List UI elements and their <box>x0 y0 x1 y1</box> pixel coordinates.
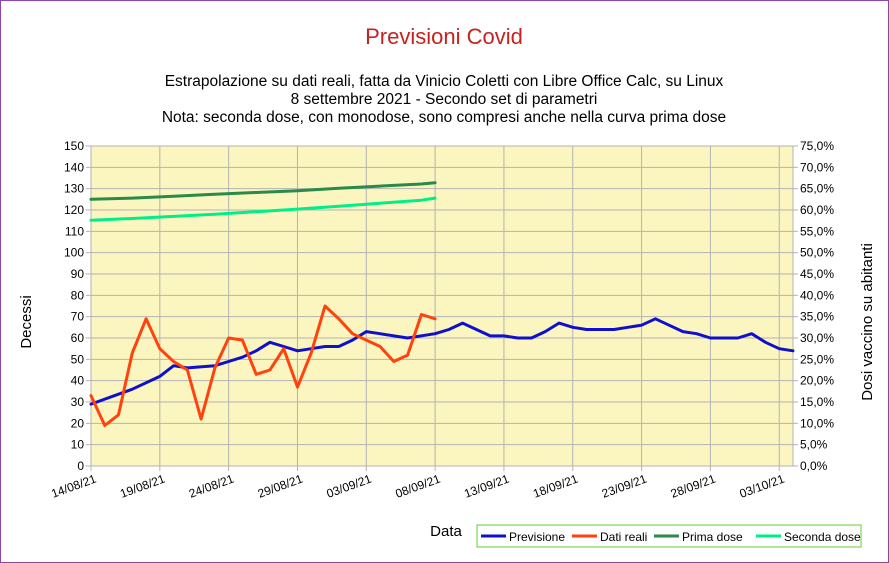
series-line-seconda-dose <box>89 196 437 222</box>
y2-tick-label: 45,0% <box>800 267 834 281</box>
y-tick-label: 20 <box>71 416 85 430</box>
series-line-dati-reali <box>89 304 437 427</box>
legend-label: Dati reali <box>600 530 647 544</box>
x-tick-label: 03/10/21 <box>738 472 787 501</box>
y2-tick-label: 75,0% <box>800 139 834 153</box>
y2-tick-label: 55,0% <box>800 224 834 238</box>
x-tick-label: 19/08/21 <box>118 472 167 501</box>
chart-subtitle-line-3: Nota: seconda dose, con monodose, sono c… <box>162 109 726 126</box>
y2-tick-label: 5,0% <box>800 438 828 452</box>
right-axis-ticks: 0,0% 5,0% 10,0% 15,0% 20,0% 25,0% 30,0% 35,0% 40… <box>793 139 834 473</box>
x-tick-label: 24/08/21 <box>187 472 236 501</box>
y-tick-label: 60 <box>71 331 85 345</box>
y2-tick-label: 25,0% <box>800 352 834 366</box>
x-axis-label: Data <box>430 523 462 540</box>
y2-tick-label: 65,0% <box>800 182 834 196</box>
y2-tick-label: 50,0% <box>800 246 834 260</box>
x-tick-label: 18/09/21 <box>531 472 580 501</box>
chart-subtitle-line-1: Estrapolazione su dati reali, fatta da V… <box>165 73 724 90</box>
x-tick-label: 14/08/21 <box>49 472 98 501</box>
y-tick-label: 50 <box>71 352 85 366</box>
y-tick-label: 150 <box>64 139 84 153</box>
y-tick-label: 100 <box>64 246 84 260</box>
y-tick-label: 110 <box>65 224 84 238</box>
horizontal-gridlines <box>91 145 793 467</box>
chart-subtitle-line-2: 8 settembre 2021 - Secondo set di parame… <box>291 91 598 108</box>
legend-label: Prima dose <box>682 530 743 544</box>
y2-tick-label: 15,0% <box>800 395 834 409</box>
series-layer <box>89 181 795 427</box>
legend-label: Previsione <box>509 530 565 544</box>
y2-tick-label: 10,0% <box>800 416 834 430</box>
x-tick-label: 03/09/21 <box>325 472 374 501</box>
legend-item-dati-reali: Dati reali <box>572 530 647 544</box>
chart-title: Previsioni Covid <box>365 24 523 49</box>
x-tick-label: 08/09/21 <box>393 472 442 501</box>
plot-area <box>91 146 793 466</box>
y2-axis-label: Dosi vaccino su abitanti <box>859 243 876 401</box>
y-tick-label: 0 <box>77 459 84 473</box>
y-tick-label: 140 <box>64 160 84 174</box>
legend: Previsione Dati reali Prima dose Seconda do… <box>476 524 862 548</box>
legend-label: Seconda dose <box>784 530 861 544</box>
y-tick-label: 40 <box>71 374 85 388</box>
y2-tick-label: 0,0% <box>800 459 828 473</box>
y-tick-label: 10 <box>71 438 85 452</box>
y-tick-label: 30 <box>71 395 85 409</box>
series-line-prima-dose <box>89 181 437 201</box>
legend-item-previsione: Previsione <box>481 530 565 544</box>
y-tick-label: 70 <box>71 310 85 324</box>
y2-tick-label: 30,0% <box>800 331 834 345</box>
y2-tick-label: 60,0% <box>800 203 834 217</box>
x-tick-label: 23/09/21 <box>600 472 649 501</box>
y-axis-label: Decessi <box>18 295 35 348</box>
y2-tick-label: 40,0% <box>800 288 834 302</box>
y2-tick-label: 35,0% <box>800 310 834 324</box>
y2-tick-label: 70,0% <box>800 160 834 174</box>
x-tick-label: 13/09/21 <box>462 472 511 501</box>
y-tick-label: 80 <box>71 288 85 302</box>
left-axis-ticks: 0 10 20 30 40 50 60 70 80 90 100 110 120 130 140 150 <box>64 139 91 473</box>
y-tick-label: 120 <box>64 203 84 217</box>
y-tick-label: 130 <box>64 182 84 196</box>
x-tick-label: 28/09/21 <box>669 472 718 501</box>
legend-item-prima-dose: Prima dose <box>654 530 743 544</box>
y-tick-label: 90 <box>71 267 85 281</box>
vertical-gridlines <box>90 146 794 471</box>
x-tick-label: 29/08/21 <box>256 472 305 501</box>
y2-tick-label: 20,0% <box>800 374 834 388</box>
x-axis-ticks: 14/08/21 19/08/21 24/08/21 29/08/21 03/09/21… <box>49 472 786 501</box>
legend-item-seconda-dose: Seconda dose <box>756 530 861 544</box>
